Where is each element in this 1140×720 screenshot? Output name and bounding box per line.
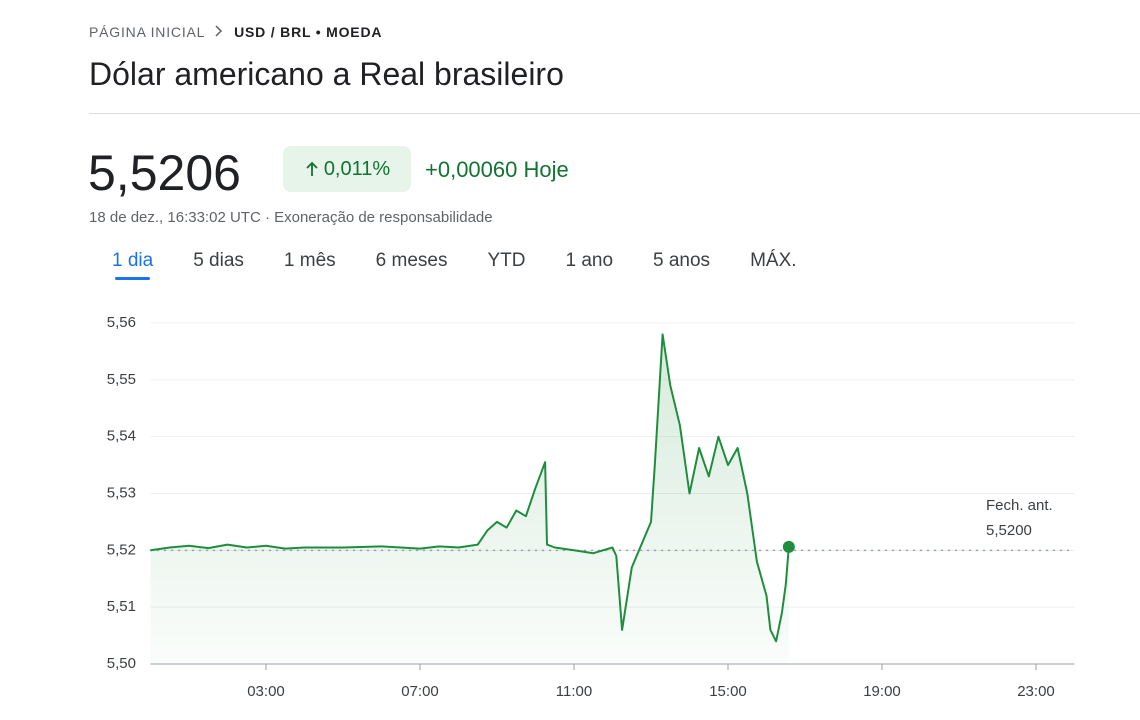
chevron-icon — [215, 25, 223, 37]
x-tick-label: 15:00 — [709, 683, 747, 700]
breadcrumb: PÁGINA INICIAL USD / BRL • MOEDA — [89, 24, 382, 40]
y-tick-label: 5,51 — [107, 598, 136, 615]
y-tick-label: 5,54 — [107, 428, 136, 445]
x-tick-label: 07:00 — [401, 683, 439, 700]
divider — [89, 113, 1140, 114]
x-tick-label: 19:00 — [863, 683, 901, 700]
x-tick-label: 03:00 — [247, 683, 285, 700]
range-tab[interactable]: 5 anos — [653, 250, 711, 271]
range-tab[interactable]: 1 mês — [283, 250, 336, 271]
range-tab[interactable]: 1 ano — [565, 250, 614, 271]
price: 5,5206 — [88, 145, 241, 201]
area-fill — [150, 334, 789, 664]
arrow-up-icon — [306, 161, 318, 176]
price-line — [150, 333, 790, 643]
change-percent: 0,011% — [323, 157, 391, 180]
range-tab[interactable]: MÁX. — [750, 250, 797, 271]
change-badge: 0,011% — [283, 146, 411, 192]
range-tab[interactable]: 5 dias — [193, 250, 244, 271]
y-tick-label: 5,50 — [107, 655, 136, 672]
range-tabs: 1 dia 5 dias 1 mês 6 meses YTD 1 ano 5 anos MÁX… — [92, 250, 817, 280]
range-tab[interactable]: YTD — [487, 250, 526, 271]
change-today: +0,00060 Hoje — [425, 157, 569, 182]
x-tick-label: 11:00 — [556, 683, 592, 700]
range-tab[interactable]: 6 meses — [375, 250, 448, 271]
previous-close-label: Fech. ant. — [986, 497, 1053, 514]
y-tick-label: 5,52 — [107, 541, 136, 558]
y-tick-label: 5,55 — [107, 371, 136, 388]
breadcrumb-current: USD / BRL • MOEDA — [234, 24, 383, 40]
chart: 5,50 5,51 5,52 5,53 5,54 5,55 5,56 03:00 07:00 11… — [107, 314, 1076, 700]
previous-close-value: 5,5200 — [986, 522, 1032, 539]
timestamp: 18 de dez., 16:33:02 UTC · Exoneração de… — [89, 209, 493, 226]
breadcrumb-home[interactable]: PÁGINA INICIAL — [89, 24, 205, 40]
range-tab[interactable]: 1 dia — [92, 250, 173, 280]
y-tick-label: 5,53 — [107, 484, 136, 501]
page-title: Dólar americano a Real brasileiro — [89, 56, 564, 92]
last-point — [782, 540, 795, 553]
x-tick-label: 23:00 — [1017, 683, 1055, 700]
y-tick-label: 5,56 — [107, 314, 136, 331]
